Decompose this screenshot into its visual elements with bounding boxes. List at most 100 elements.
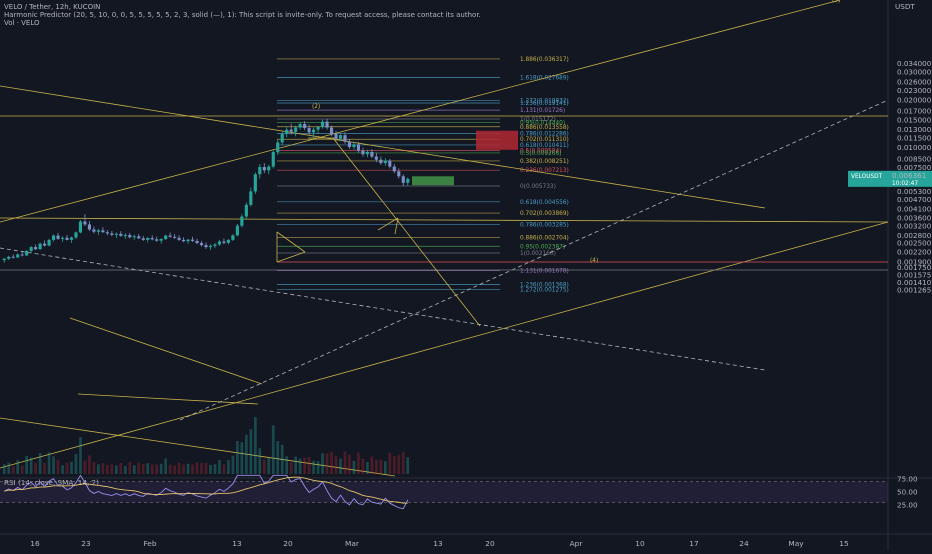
candle-body <box>132 236 136 238</box>
y-tick-label: 0.007500 <box>897 163 932 172</box>
fib-level-label: 0(0.005733) <box>520 184 556 190</box>
candle-body <box>16 254 20 258</box>
candle-body <box>312 129 316 133</box>
trend-line <box>69 317 263 385</box>
y-tick-label: 0.011500 <box>897 134 932 143</box>
fib-level-label: 1.886(0.036317) <box>520 57 569 63</box>
volume-bar <box>258 448 262 474</box>
volume-bar <box>366 462 369 474</box>
y-tick-label: 0.002500 <box>897 239 932 248</box>
candle-body <box>128 235 132 238</box>
candle-body <box>164 235 168 240</box>
candle-body <box>38 243 42 250</box>
volume-bar <box>132 465 136 474</box>
volume-bar <box>231 455 235 474</box>
volume-legend[interactable]: Vol · VELO <box>4 19 40 27</box>
volume-bar <box>222 464 226 474</box>
y-tick-label: 0.020000 <box>897 96 932 105</box>
fib-level-label: 1.272(0.001275) <box>520 287 569 293</box>
y-axis-unit: USDT <box>895 2 915 11</box>
trend-line <box>179 99 889 421</box>
volume-bar <box>401 451 405 474</box>
trend-line <box>0 221 889 469</box>
x-tick-label: 20 <box>283 539 293 548</box>
trend-line <box>77 393 259 405</box>
fib-level-label: 0.5(0.009584) <box>520 149 561 155</box>
volume-bar <box>325 453 329 474</box>
volume-bar <box>339 458 342 474</box>
fib-level-label: 1.272(0.019832) <box>520 99 569 105</box>
y-tick-label: 0.003600 <box>897 214 932 223</box>
candle-body <box>92 229 96 232</box>
candle-body <box>334 134 338 139</box>
y-tick-label: 0.003200 <box>897 222 932 231</box>
candle-body <box>343 135 347 142</box>
volume-bar <box>88 455 91 474</box>
x-tick-label: 20 <box>485 539 495 548</box>
candle-body <box>105 232 109 234</box>
fib-level-label: 0.702(0.003869) <box>520 211 569 217</box>
candle-body <box>222 241 226 243</box>
wave-annotation: (2) <box>312 104 320 110</box>
candle-body <box>137 236 141 239</box>
candle-body <box>177 237 181 240</box>
candle-body <box>397 171 401 177</box>
y-tick-label: 0.001750 <box>897 263 932 272</box>
volume-bar <box>343 451 347 474</box>
fib-level-label: 1(0.002166) <box>520 251 556 257</box>
candle-body <box>146 238 150 240</box>
candle-body <box>388 160 392 167</box>
candle-body <box>307 128 311 133</box>
volume-bar <box>79 437 82 474</box>
last-price-symbol: VELOUSDT <box>851 174 883 180</box>
volume-bar <box>11 466 15 474</box>
trend-line <box>0 247 766 371</box>
candle-body <box>217 241 222 245</box>
volume-bar <box>388 452 392 474</box>
volume-bar <box>16 460 20 474</box>
volume-bar <box>182 464 185 474</box>
volume-bar <box>97 464 100 474</box>
fib-level-label: 0.886(0.002704) <box>520 236 569 242</box>
y-tick-label: 0.034000 <box>897 59 932 68</box>
x-tick-label: 24 <box>739 539 749 548</box>
y-tick-label: 0.001265 <box>897 285 931 294</box>
y-tick-label: 0.023000 <box>897 86 932 95</box>
candle-body <box>20 254 24 256</box>
trend-line <box>394 217 399 235</box>
volume-bar <box>20 465 24 474</box>
indicator-legend[interactable]: Harmonic Predictor (20, 5, 10, 0, 0, 5, … <box>4 11 481 19</box>
volume-bar <box>106 464 109 474</box>
candle-body <box>83 221 87 225</box>
green-target-zone <box>412 176 454 186</box>
volume-bar <box>200 462 203 474</box>
volume-bar <box>47 452 51 474</box>
volume-bar <box>253 417 257 474</box>
candle-body <box>43 243 47 246</box>
volume-bar <box>357 452 360 474</box>
volume-bar <box>370 456 374 474</box>
volume-bar <box>119 462 123 474</box>
candle-body <box>2 258 6 261</box>
candle-body <box>47 239 51 246</box>
candle-body <box>253 174 257 192</box>
trend-line <box>0 217 889 223</box>
candle-body <box>74 232 78 238</box>
wave-annotation: (5) <box>832 0 840 4</box>
candle-body <box>303 124 307 129</box>
x-tick-label: 23 <box>81 539 91 548</box>
fib-level-label: 0.236(0.007213) <box>520 168 569 174</box>
x-tick-label: Mar <box>345 539 360 548</box>
fib-level-label: 0.786(0.003285) <box>520 222 569 228</box>
fib-level-label: 0.786(0.012286) <box>520 132 569 138</box>
trend-line <box>276 231 306 253</box>
candle-body <box>267 166 271 171</box>
candle-body <box>379 159 383 164</box>
volume-bar <box>267 458 271 474</box>
x-tick-label: Apr <box>570 539 584 548</box>
fib-level-label: 0.702(0.011310) <box>520 137 569 143</box>
candle-body <box>186 239 190 242</box>
candle-body <box>34 247 38 250</box>
